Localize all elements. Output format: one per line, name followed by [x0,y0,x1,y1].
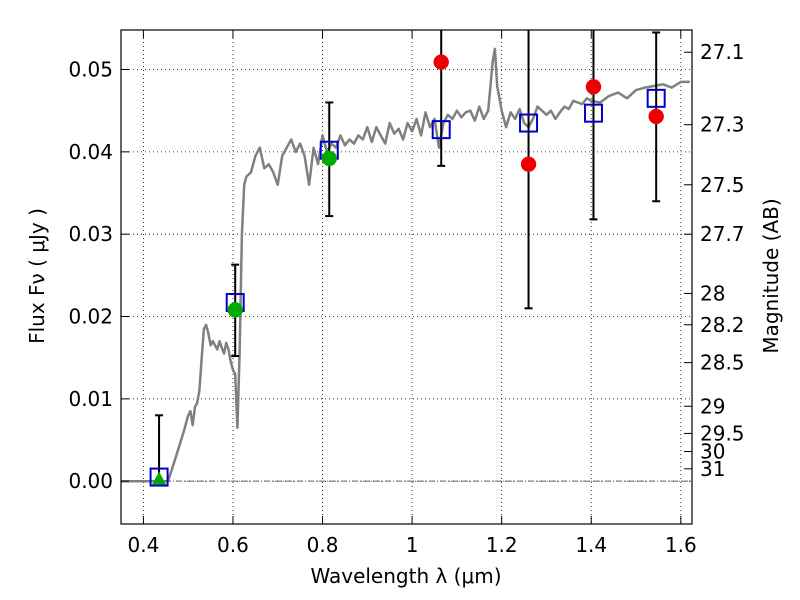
x-tick-label: 0.8 [307,533,339,557]
x-tick-label: 0.4 [127,533,159,557]
magnitude-tick-label: 30 [700,440,725,464]
magnitude-tick-label: 27.3 [700,113,745,137]
data-point [227,302,243,318]
plot-area [121,30,692,487]
model-square-marker [149,467,169,487]
x-tick-label: 1.4 [575,533,607,557]
spectrum-line [121,47,690,483]
magnitude-tick-label: 28 [700,281,725,305]
x-tick-label: 1.6 [665,533,697,557]
magnitude-tick-label: 29.5 [700,421,745,445]
data-point [648,108,664,125]
x-tick-label: 1 [406,533,419,557]
model-square-marker [583,103,603,123]
magnitude-tick-label: 27.7 [700,222,745,246]
tick-marks [121,30,692,524]
y-tick-label: 0.04 [68,140,113,164]
right-axis-title: Magnitude (AB) [759,198,783,353]
data-point [321,150,337,167]
magnitude-tick-label: 28.5 [700,351,745,375]
model-square-marker [519,113,539,133]
x-tick-label: 0.6 [217,533,249,557]
x-axis-title: Wavelength λ (μm) [310,564,501,588]
magnitude-tick-label: 29 [700,394,725,418]
data-point [520,156,537,172]
data-point [585,79,602,95]
y-tick-label: 0.05 [68,58,113,82]
magnitude-tick-label: 27.5 [700,173,745,197]
magnitude-tick-label: 27.1 [700,40,745,64]
magnitude-tick-label: 31 [700,457,725,481]
y-tick-label: 0.00 [68,469,113,493]
plot-frame [120,29,693,525]
y-tick-label: 0.01 [68,387,113,411]
detection-triangle [152,471,167,485]
y-tick-label: 0.03 [68,222,113,246]
y-tick-label: 0.02 [68,305,113,329]
y-axis-title: Flux Fν ( μJy ) [25,208,49,344]
data-point [433,54,449,70]
grid [121,30,692,524]
tick-labels: 0.4 0.6 0.8 1 1.2 1.4 1.6 0.00 0.01 0.02 0.03 0.04 0… [68,40,744,557]
x-tick-label: 1.2 [486,533,518,557]
model-square-marker [431,120,451,140]
model-square-marker [646,88,666,108]
axes-frame [120,29,693,525]
magnitude-tick-label: 28.2 [700,313,745,337]
